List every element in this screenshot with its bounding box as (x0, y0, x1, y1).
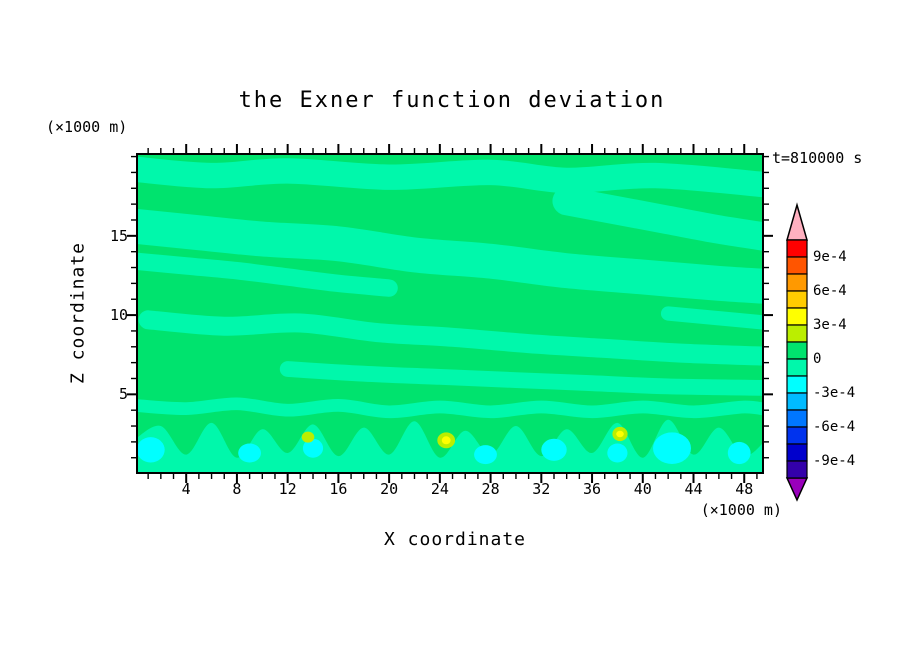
y-tick-label: 15 (109, 226, 128, 245)
colorbar-tick-label: 9e-4 (813, 249, 847, 265)
colorbar-segment (786, 443, 808, 462)
colorbar-segment (786, 409, 808, 428)
contour-field (138, 155, 762, 472)
x-tick-label: 16 (329, 480, 348, 498)
x-tick-label: 40 (633, 480, 652, 498)
colorbar-segment (786, 324, 808, 343)
colorbar-segment (786, 426, 808, 445)
contour-band (552, 186, 762, 251)
colorbar-tick-label: -9e-4 (813, 453, 856, 469)
colorbar-segment (786, 307, 808, 326)
x-unit-label: (×1000 m) (700, 501, 782, 519)
x-tick-label: 36 (583, 480, 602, 498)
colorbar-segment (786, 375, 808, 394)
contour-band (660, 306, 762, 330)
time-label: t=810000 s (772, 149, 863, 167)
colorbar-segment (786, 290, 808, 309)
plot-area (136, 153, 764, 474)
contour-band (138, 156, 762, 198)
contour-band (138, 419, 762, 472)
x-axis-label: X coordinate (383, 529, 527, 550)
contour-spot (301, 431, 315, 443)
contour-spot (727, 441, 751, 465)
colorbar-tick-label: -6e-4 (813, 419, 856, 435)
contour-band (279, 361, 762, 396)
x-tick-label: 12 (278, 480, 297, 498)
colorbar-tick-label: -3e-4 (813, 385, 856, 401)
colorbar-arrow-bottom (785, 477, 809, 502)
colorbar-segment (786, 460, 808, 479)
colorbar-segment (786, 273, 808, 292)
contour-band (138, 252, 398, 297)
colorbar-tick-label: 3e-4 (813, 317, 847, 333)
x-tick-label: 8 (232, 480, 242, 498)
x-tick-label: 32 (532, 480, 551, 498)
colorbar-segment (786, 358, 808, 377)
y-tick-label: 5 (118, 385, 128, 404)
colorbar-arrow-top (786, 202, 808, 241)
y-unit-label: (×1000 m) (46, 118, 128, 136)
contour-spot (238, 443, 261, 463)
contour-spot (441, 436, 451, 445)
colorbar-segment (786, 256, 808, 275)
contour-spot (138, 437, 165, 463)
colorbar-segment (786, 239, 808, 258)
x-tick-label: 28 (481, 480, 500, 498)
x-tick-label: 4 (181, 480, 191, 498)
contour-spot (616, 430, 624, 438)
contour-spot (541, 438, 567, 461)
x-tick-label: 44 (684, 480, 703, 498)
contour-band (138, 209, 762, 304)
contour-spot (653, 432, 691, 465)
colorbar-segment (786, 341, 808, 360)
colorbar-tick-label: 0 (813, 351, 822, 367)
contour-band (138, 397, 762, 419)
y-tick-label: 10 (109, 306, 128, 325)
x-tick-label: 24 (430, 480, 449, 498)
colorbar-segment (786, 392, 808, 411)
x-tick-label: 20 (380, 480, 399, 498)
colorbar-tick-label: 6e-4 (813, 283, 847, 299)
page-title: the Exner function deviation (238, 88, 666, 113)
contour-spot (302, 438, 324, 458)
contour-spot (474, 445, 497, 465)
contour-spot (607, 443, 628, 463)
contour-band (138, 310, 762, 366)
x-tick-label: 48 (735, 480, 754, 498)
